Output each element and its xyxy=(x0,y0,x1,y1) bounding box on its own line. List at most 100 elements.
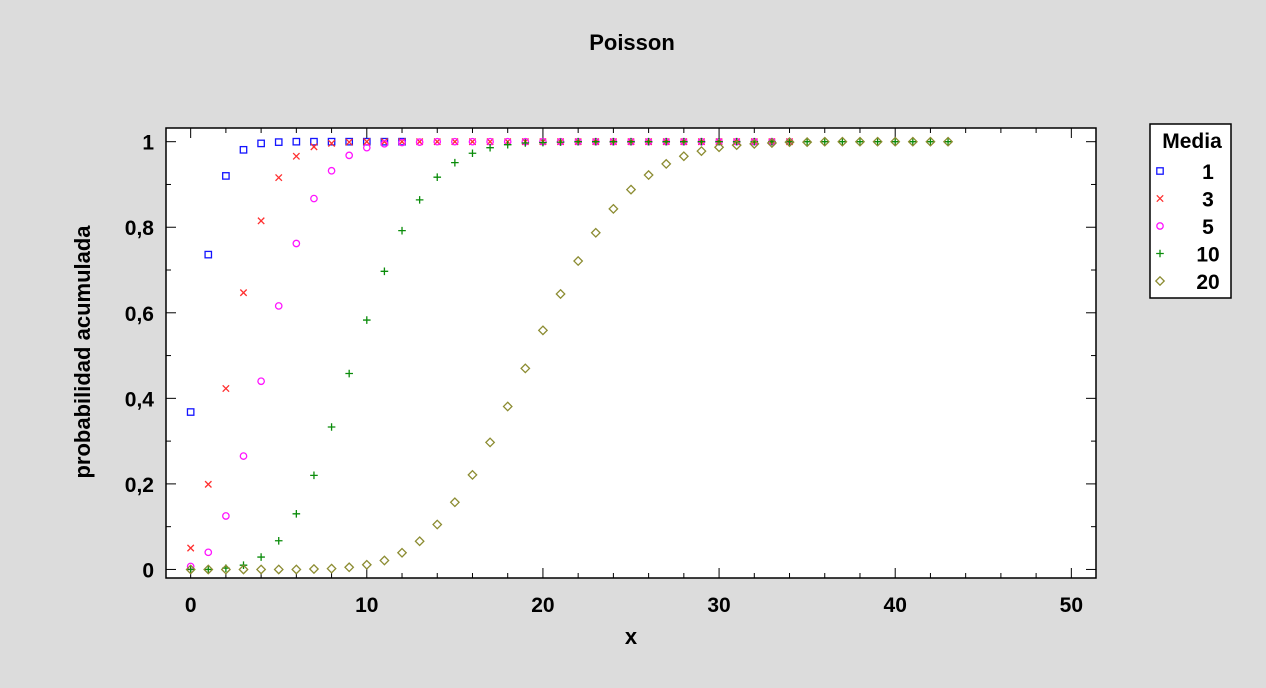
data-point xyxy=(433,137,442,146)
data-point xyxy=(678,151,689,162)
data-point xyxy=(451,158,459,167)
data-point xyxy=(222,172,230,180)
legend-label: 20 xyxy=(1196,271,1219,294)
data-point xyxy=(468,137,477,146)
data-point xyxy=(380,138,389,146)
data-point xyxy=(609,137,618,146)
data-point xyxy=(310,137,318,146)
data-point xyxy=(291,564,302,575)
data-point xyxy=(820,137,829,146)
data-point xyxy=(415,196,424,204)
data-point xyxy=(766,137,778,149)
series-20 xyxy=(185,136,954,575)
data-point xyxy=(731,139,742,151)
data-point xyxy=(327,139,336,148)
legend-item: 5 xyxy=(1156,216,1214,239)
legend-label: 5 xyxy=(1202,216,1214,239)
data-point xyxy=(784,136,795,148)
data-point xyxy=(537,325,549,336)
data-point xyxy=(838,137,847,146)
data-point xyxy=(802,136,813,148)
data-point xyxy=(186,408,195,416)
data-point xyxy=(661,158,672,170)
data-point xyxy=(345,151,354,160)
data-point xyxy=(449,497,460,508)
data-point xyxy=(363,138,371,146)
y-tick-labels: 0 0,2 0,4 0,6 0,8 1 xyxy=(125,132,155,583)
data-point xyxy=(257,217,265,225)
data-point xyxy=(275,173,283,182)
data-point xyxy=(239,289,248,297)
legend-items: 1 3 5 10 20 xyxy=(1154,161,1220,294)
data-point xyxy=(257,553,265,561)
data-point xyxy=(204,480,212,488)
data-point xyxy=(255,564,267,575)
data-point xyxy=(362,316,371,324)
data-point xyxy=(662,137,671,146)
data-point xyxy=(396,547,408,558)
legend-box xyxy=(1149,123,1232,299)
data-point xyxy=(890,136,901,147)
data-point xyxy=(361,559,372,570)
y-tick-label: 0,2 xyxy=(125,474,154,497)
x-tick-label: 0 xyxy=(185,594,197,617)
data-point xyxy=(521,139,530,147)
data-point xyxy=(362,143,371,152)
data-point xyxy=(379,555,390,566)
data-point xyxy=(345,369,353,378)
data-point xyxy=(310,143,318,151)
data-point xyxy=(907,136,918,147)
data-point xyxy=(590,227,601,238)
data-point xyxy=(292,152,301,160)
data-point xyxy=(942,136,954,147)
data-point xyxy=(486,143,494,152)
data-point xyxy=(415,138,424,146)
data-point xyxy=(380,267,389,276)
data-point xyxy=(697,137,706,146)
data-point xyxy=(803,137,811,146)
data-point xyxy=(222,384,230,393)
data-point xyxy=(944,137,952,146)
legend-marker xyxy=(1156,222,1164,230)
x-tick-label: 10 xyxy=(355,594,378,617)
data-point xyxy=(856,137,864,146)
data-point xyxy=(308,563,320,575)
data-point xyxy=(310,194,318,203)
data-point xyxy=(414,536,425,547)
legend: Media 1 3 5 10 20 xyxy=(1149,123,1232,299)
legend-item: 10 xyxy=(1156,244,1220,267)
y-tick-label: 1 xyxy=(142,132,154,155)
data-point xyxy=(696,145,707,157)
x-tick-labels: 0 10 20 30 40 50 xyxy=(185,594,1083,617)
data-point xyxy=(608,203,619,214)
data-point xyxy=(239,452,248,460)
data-point xyxy=(873,137,882,146)
data-point xyxy=(484,437,496,448)
data-point xyxy=(203,564,214,575)
legend-item: 1 xyxy=(1156,161,1214,184)
data-point xyxy=(220,564,232,575)
data-point xyxy=(539,138,547,147)
data-point xyxy=(327,166,336,175)
data-point xyxy=(872,136,883,147)
data-point xyxy=(433,173,442,181)
y-tick-label: 0,8 xyxy=(125,217,155,240)
legend-marker xyxy=(1156,167,1164,175)
legend-marker xyxy=(1156,194,1164,203)
data-point xyxy=(326,563,337,574)
data-point xyxy=(451,137,459,146)
data-point xyxy=(591,137,600,146)
legend-marker xyxy=(1156,249,1164,258)
data-point xyxy=(204,548,213,557)
data-point xyxy=(274,302,283,310)
data-point xyxy=(222,512,230,520)
x-tick-label: 40 xyxy=(884,594,907,617)
data-point xyxy=(344,562,355,573)
data-point xyxy=(345,138,353,146)
data-point xyxy=(680,137,688,146)
data-point xyxy=(292,510,301,518)
legend-marker xyxy=(1154,275,1166,287)
data-point xyxy=(467,469,478,481)
data-point xyxy=(713,142,725,153)
